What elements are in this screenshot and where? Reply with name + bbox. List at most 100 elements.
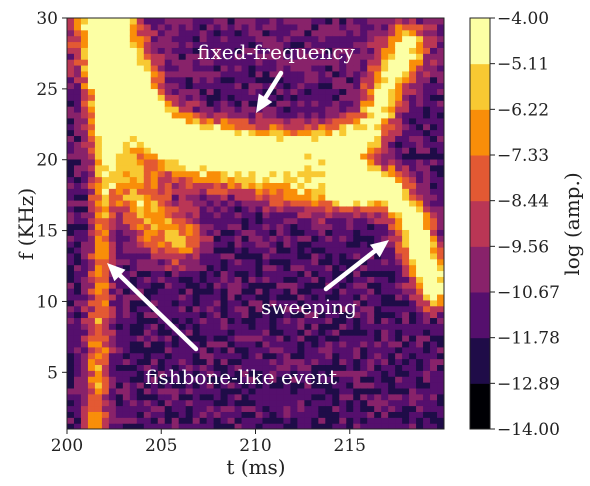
heatmap-cell: [367, 170, 375, 178]
heatmap-cell: [143, 176, 152, 183]
heatmap-cell: [206, 305, 215, 313]
heatmap-cell: [206, 311, 215, 319]
heatmap-cell: [67, 317, 75, 324]
heatmap-cell: [87, 18, 96, 25]
heatmap-cell: [409, 200, 417, 207]
heatmap-cell: [353, 106, 361, 113]
heatmap-cell: [423, 258, 431, 266]
heatmap-cell: [108, 123, 117, 131]
heatmap-cell: [437, 88, 444, 95]
heatmap-cell: [325, 229, 333, 236]
heatmap-cell: [430, 129, 438, 137]
heatmap-cell: [325, 305, 333, 313]
heatmap-cell: [87, 376, 96, 383]
heatmap-cell: [248, 411, 257, 418]
heatmap-cell: [234, 258, 243, 266]
heatmap-cell: [213, 311, 222, 319]
arrow-head: [107, 263, 126, 282]
heatmap-cell: [360, 64, 368, 72]
heatmap-cell: [227, 117, 236, 125]
heatmap-cell: [423, 282, 431, 289]
heatmap-cell: [388, 241, 396, 248]
heatmap-cell: [311, 246, 319, 254]
heatmap-cell: [367, 270, 375, 277]
heatmap-cell: [234, 164, 243, 172]
heatmap-cell: [409, 311, 417, 319]
heatmap-cell: [402, 376, 410, 383]
heatmap-cell: [346, 387, 354, 395]
heatmap-cell: [304, 158, 312, 166]
heatmap-cell: [276, 293, 285, 301]
heatmap-cell: [283, 188, 292, 195]
heatmap-cell: [402, 129, 410, 137]
heatmap-cell: [213, 387, 222, 395]
heatmap-cell: [171, 176, 180, 183]
y-tick-label: 20: [36, 151, 58, 171]
heatmap-cell: [115, 417, 124, 424]
heatmap-cell: [262, 288, 271, 295]
heatmap-cell: [213, 276, 222, 283]
heatmap-cell: [67, 340, 75, 348]
heatmap-cell: [115, 106, 124, 113]
heatmap-cell: [402, 241, 410, 248]
heatmap-cell: [395, 41, 403, 48]
heatmap-cell: [430, 18, 438, 25]
heatmap-cell: [108, 188, 117, 195]
heatmap-cell: [311, 252, 319, 260]
heatmap-cell: [241, 205, 250, 213]
heatmap-cell: [150, 423, 159, 429]
heatmap-cell: [136, 246, 145, 254]
heatmap-cell: [220, 364, 229, 371]
heatmap-cell: [241, 411, 250, 418]
heatmap-cell: [73, 423, 82, 429]
heatmap-cell: [353, 35, 361, 43]
heatmap-cell: [248, 305, 257, 313]
heatmap-cell: [80, 364, 89, 371]
heatmap-cell: [332, 329, 340, 336]
heatmap-cell: [318, 70, 326, 78]
heatmap-cell: [143, 123, 152, 131]
heatmap-cell: [332, 200, 340, 207]
heatmap-cell: [430, 117, 438, 125]
heatmap-cell: [178, 323, 187, 330]
heatmap-cell: [430, 211, 438, 219]
heatmap-cell: [67, 70, 75, 78]
heatmap-cell: [171, 317, 180, 324]
heatmap-cell: [255, 147, 264, 154]
heatmap-cell: [395, 223, 403, 230]
heatmap-cell: [115, 188, 124, 195]
heatmap-cell: [157, 235, 166, 242]
heatmap-cell: [199, 135, 208, 142]
heatmap-cell: [318, 299, 326, 307]
heatmap-cell: [129, 94, 138, 101]
heatmap-cell: [402, 340, 410, 348]
heatmap-cell: [325, 311, 333, 319]
heatmap-cell: [353, 135, 361, 142]
heatmap-cell: [248, 223, 257, 230]
heatmap-cell: [255, 423, 264, 429]
heatmap-cell: [143, 282, 152, 289]
heatmap-cell: [164, 70, 173, 78]
heatmap-cell: [381, 282, 389, 289]
heatmap-cell: [87, 106, 96, 113]
heatmap-cell: [101, 264, 110, 272]
heatmap-cell: [332, 340, 340, 348]
heatmap-cell: [283, 106, 292, 113]
heatmap-cell: [395, 18, 403, 25]
heatmap-cell: [416, 217, 424, 225]
heatmap-cell: [255, 399, 264, 407]
heatmap-cell: [339, 393, 347, 401]
heatmap-cell: [220, 41, 229, 48]
heatmap-cell: [430, 335, 438, 342]
heatmap-cell: [94, 117, 103, 125]
heatmap-cell: [192, 205, 201, 213]
heatmap-cell: [80, 41, 89, 48]
heatmap-cell: [73, 176, 82, 183]
heatmap-cell: [185, 23, 194, 31]
heatmap-cell: [304, 76, 312, 84]
heatmap-cell: [416, 393, 424, 401]
heatmap-cell: [136, 176, 145, 183]
heatmap-cell: [164, 18, 173, 25]
heatmap-cell: [297, 370, 305, 377]
heatmap-cell: [143, 217, 152, 225]
